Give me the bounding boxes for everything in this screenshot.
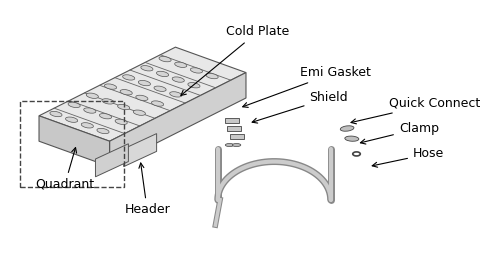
Ellipse shape [86,93,98,98]
Polygon shape [225,118,239,123]
Text: Shield: Shield [252,91,348,123]
Text: Quick Connect: Quick Connect [351,97,481,124]
Ellipse shape [104,84,117,89]
Polygon shape [39,47,246,141]
Ellipse shape [83,108,96,113]
Ellipse shape [206,74,218,79]
Ellipse shape [102,99,114,104]
Ellipse shape [172,77,184,82]
Ellipse shape [136,95,148,100]
Ellipse shape [68,102,80,107]
Ellipse shape [152,101,164,106]
Ellipse shape [174,62,187,67]
Ellipse shape [97,128,109,134]
Polygon shape [39,116,109,167]
Ellipse shape [120,90,132,95]
Text: Header: Header [124,163,170,216]
Ellipse shape [154,86,166,91]
Bar [20,100,124,187]
Ellipse shape [141,66,153,71]
Ellipse shape [225,143,234,146]
Ellipse shape [66,117,78,122]
Ellipse shape [157,71,168,77]
Polygon shape [230,134,244,139]
Ellipse shape [118,104,130,110]
Ellipse shape [188,82,200,88]
Text: Emi Gasket: Emi Gasket [243,66,371,107]
Text: Quadrant: Quadrant [35,148,94,191]
Ellipse shape [81,123,93,128]
Ellipse shape [133,110,146,115]
Text: Clamp: Clamp [360,122,439,144]
Ellipse shape [190,68,202,73]
Polygon shape [109,72,246,167]
Polygon shape [124,134,157,167]
Text: Cold Plate: Cold Plate [181,25,289,95]
Ellipse shape [340,126,354,131]
Ellipse shape [345,136,359,141]
Polygon shape [95,144,128,177]
Ellipse shape [123,75,135,80]
Ellipse shape [169,92,182,97]
Ellipse shape [99,114,112,119]
Text: Hose: Hose [372,148,444,167]
Ellipse shape [138,80,151,86]
Ellipse shape [159,57,171,62]
Ellipse shape [232,143,241,146]
Polygon shape [227,126,241,131]
Ellipse shape [50,111,62,117]
Ellipse shape [115,119,127,124]
